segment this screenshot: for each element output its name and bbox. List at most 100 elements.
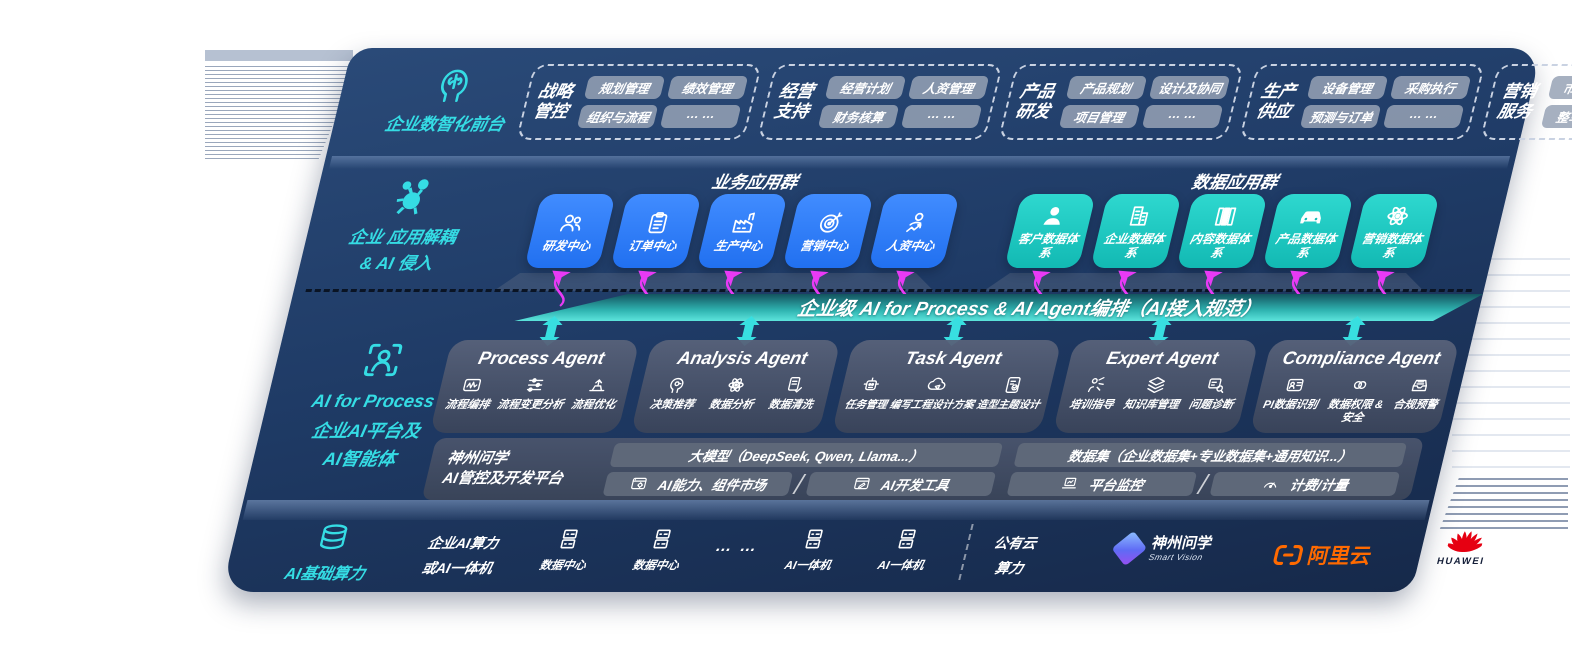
business-apps-header: 业务应用群 bbox=[709, 173, 800, 192]
person-trend-icon bbox=[906, 212, 924, 232]
dashed-divider bbox=[958, 524, 974, 580]
agent-capability: 流程优化 bbox=[570, 374, 623, 412]
atom-icon bbox=[1387, 206, 1409, 225]
shenzhou-wenxue-logo: 神州问学 Smart Vision bbox=[1111, 531, 1214, 567]
ai-compute-label-text: AI基础算力 bbox=[282, 566, 367, 583]
molecule-icon bbox=[396, 179, 429, 215]
ai-platform-label-line2: 企业AI平台及 bbox=[309, 421, 423, 442]
orchestration-band-label: 企业级 AI for Process & AI Agent编排（AI接入规范） bbox=[795, 299, 1264, 320]
logo-name: 阿里云 bbox=[1305, 545, 1374, 568]
server-icon bbox=[560, 529, 578, 549]
head-gear-icon bbox=[669, 377, 684, 394]
server-icon bbox=[805, 529, 823, 549]
building-icon bbox=[1129, 206, 1149, 226]
cell-ai-market: AI能力、组件市场 bbox=[602, 471, 794, 496]
business-app-tiles: 研发中心 订单中心 生产中心 营销中心 bbox=[524, 194, 960, 268]
platform-name-line1: 神州问学 bbox=[445, 449, 510, 467]
slash-divider bbox=[792, 473, 807, 494]
agent-capability: 流程编排 bbox=[444, 374, 497, 412]
double-arrow-icon bbox=[943, 316, 967, 346]
node-ai-appliance-2: AI一体机 bbox=[876, 526, 933, 573]
clipboard-icon bbox=[648, 211, 668, 233]
person-scan-icon bbox=[363, 343, 403, 377]
double-arrow-icon bbox=[1148, 316, 1172, 346]
slash-divider bbox=[1196, 473, 1211, 494]
agent-capability: 编写工程设计方案 bbox=[888, 374, 981, 411]
server-icon bbox=[653, 529, 671, 549]
tile-hr-center: 人资中心 bbox=[868, 194, 960, 268]
group-strategy: 战略管控 规划管理 绩效管理 组织与流程 … … bbox=[515, 64, 763, 140]
agent-capability: 数据清洗 bbox=[767, 374, 820, 412]
tile-rd-center: 研发中心 bbox=[524, 194, 616, 268]
tile-label: 企业数据体系 bbox=[1102, 231, 1166, 260]
main-panel: 企业数智化前台 战略管控 规划管理 绩效管理 组织与流程 … … 经营支持 经营… bbox=[221, 48, 1572, 592]
tile-product-data: 产品数据体系 bbox=[1262, 194, 1354, 268]
data-apps-header: 数据应用群 bbox=[1189, 173, 1280, 192]
tile-order-center: 订单中心 bbox=[610, 194, 702, 268]
app-layer-label-line1: 企业 应用解耦 bbox=[346, 228, 459, 247]
capability-pill: 整车物流 bbox=[1540, 105, 1572, 128]
enterprise-compute-label: 企业AI算力 或AI一体机 bbox=[420, 535, 501, 576]
capability-pill: … … bbox=[659, 105, 742, 128]
layers-icon bbox=[1147, 376, 1165, 394]
tile-customer-data: 客户数据体系 bbox=[1004, 194, 1096, 268]
capability-pill: 项目管理 bbox=[1058, 105, 1140, 128]
deco-stripe-bar bbox=[205, 50, 353, 61]
alert-tray-icon bbox=[1411, 379, 1428, 392]
capability-pill: … … bbox=[1382, 105, 1465, 128]
database-icon bbox=[320, 524, 348, 550]
people-icon bbox=[560, 214, 582, 232]
optimize-icon bbox=[589, 379, 605, 392]
agent-capability: 合规预警 bbox=[1392, 374, 1445, 412]
cell-monitor: 平台监控 bbox=[1006, 471, 1198, 496]
tile-content-data: 内容数据体系 bbox=[1176, 194, 1268, 268]
car-icon bbox=[1300, 211, 1321, 224]
app-layer-label: 企业 应用解耦 & AI 侵入 bbox=[311, 176, 499, 276]
group-title: 战略管控 bbox=[531, 81, 575, 121]
capability-pill: 经营计划 bbox=[824, 76, 907, 99]
platform-name: 神州问学 AI管控及开发平台 bbox=[440, 449, 598, 490]
agent-capability: 造型主题设计 bbox=[975, 374, 1047, 411]
tile-label: 研发中心 bbox=[540, 238, 593, 253]
front-office-label-text: 企业数智化前台 bbox=[382, 115, 507, 134]
double-arrow-icon bbox=[539, 316, 563, 346]
capability-pill: 设计及协同 bbox=[1148, 76, 1231, 99]
agent-title: Task Agent bbox=[903, 348, 1004, 368]
agent-capability: 问题诊断 bbox=[1188, 374, 1241, 412]
smart-vision-diamond-icon bbox=[1111, 531, 1147, 567]
diagnosis-icon bbox=[1207, 378, 1224, 394]
double-arrow-icon bbox=[736, 316, 760, 346]
capability-pill: 财务核算 bbox=[817, 105, 900, 128]
analysis-agent-card: Analysis Agent 决策推荐 数据分析 数据清洗 bbox=[630, 340, 841, 434]
aliyun-bracket-icon bbox=[1273, 545, 1303, 565]
capability-pill: … … bbox=[1141, 105, 1224, 128]
ai-platform-label-line1: AI for Process bbox=[309, 391, 437, 411]
agent-capability: 知识库管理 bbox=[1122, 374, 1186, 412]
agent-capability: 任务管理 bbox=[843, 374, 894, 411]
window-gear-icon bbox=[631, 477, 647, 490]
deco-stripes-bottom-right bbox=[1438, 478, 1568, 534]
expert-agent-card: Expert Agent 培训指导 知识库管理 问题诊断 bbox=[1052, 340, 1259, 434]
front-office-label: 企业数智化前台 bbox=[367, 62, 535, 135]
group-operation: 经营支持 经营计划 人资管理 财务核算 … … bbox=[756, 64, 1004, 140]
agent-title: Analysis Agent bbox=[675, 348, 810, 368]
dashed-separator bbox=[305, 289, 1473, 292]
sliders-icon bbox=[526, 378, 544, 392]
platform-box: 神州问学 AI管控及开发平台 大模型（DeepSeek, Qwen, Llama… bbox=[421, 438, 1425, 500]
capability-pill: 市场营销 bbox=[1547, 76, 1572, 99]
tile-label: 生产中心 bbox=[712, 238, 765, 253]
data-app-tiles: 客户数据体系 企业数据体系 内容数据体系 bbox=[1004, 194, 1440, 268]
capability-pill: 预测与订单 bbox=[1299, 105, 1382, 128]
group-title: 产品研发 bbox=[1013, 81, 1057, 121]
server-icon bbox=[898, 529, 916, 549]
target-icon bbox=[820, 211, 843, 233]
link-lock-icon bbox=[1354, 381, 1367, 389]
app-layer-label-line2: & AI 侵入 bbox=[357, 253, 435, 273]
books-icon bbox=[1214, 207, 1237, 226]
logo-subtitle: Smart Vision bbox=[1147, 551, 1205, 562]
agent-capability: 数据分析 bbox=[708, 374, 761, 412]
mentor-icon bbox=[1088, 376, 1105, 393]
dataset-bar: 数据集（企业数据集+专业数据集+通用知识...） bbox=[1013, 442, 1408, 467]
factory-icon bbox=[732, 212, 756, 233]
capability-pill: 设备管理 bbox=[1306, 76, 1389, 99]
